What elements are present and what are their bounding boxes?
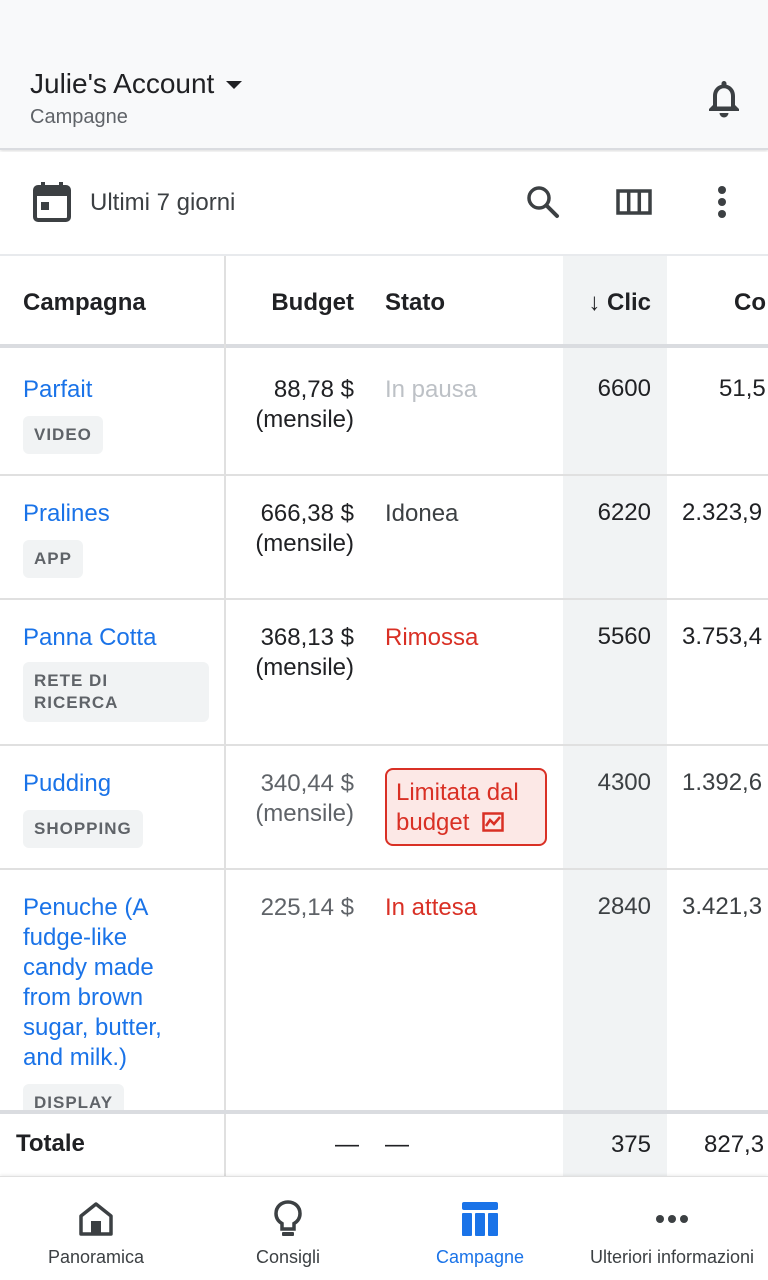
account-name[interactable]: Julie's Account [30,68,215,99]
nav-label: Consigli [255,1247,321,1267]
status-limited-badge[interactable]: Limitata dal budget [385,768,547,846]
frozen-column-divider [224,256,226,1176]
toolbar: Ultimi 7 giorni [0,152,768,256]
budget-value: 368,13 $ (mensile) [255,624,354,681]
app-header: Julie's Account Campagne [0,0,768,150]
table-row[interactable]: Parfait VIDEO 88,78 $ (mensile) In pausa… [0,352,768,476]
cost-value: 3.421,3 [682,893,763,920]
notifications-bell-icon[interactable] [702,76,746,120]
sorted-column-highlight [563,1114,667,1176]
clicks-value: 2840 [597,893,651,920]
cost-value: 1.392,6 [682,769,763,796]
campaign-name-link[interactable]: Parfait [23,376,93,403]
cost-value: 3.753,4 [682,623,763,650]
total-cost: 827,3 [704,1131,765,1158]
sorted-column-highlight [563,256,667,1174]
clicks-value: 4300 [597,769,651,796]
column-header-campaign[interactable]: Campagna [23,289,146,316]
clicks-value: 5560 [597,623,651,650]
nav-item-more[interactable]: Ulteriori informazioni [576,1177,768,1280]
table-header-row: Campagna Budget Stato ↓ Clic Co [0,256,768,348]
column-header-clicks[interactable]: ↓ Clic [588,289,651,317]
status-text: Limitata dal budget [396,779,519,836]
total-budget: — [335,1131,359,1158]
total-divider-vertical [224,1114,226,1176]
date-range-selector[interactable]: Ultimi 7 giorni [90,189,236,216]
nav-item-overview[interactable]: Panoramica [0,1177,192,1280]
campaign-type-chip: RETE DI RICERCA [23,662,209,722]
campaign-type-chip: APP [23,540,83,578]
budget-value: 225,14 $ [260,894,354,921]
table-row[interactable]: Penuche (A fudge-like candy made from br… [0,870,768,1122]
account-switcher[interactable]: Julie's Account [30,68,243,100]
columns-icon[interactable] [612,180,656,224]
nav-label: Ulteriori informazioni [589,1247,755,1267]
more-horiz-icon [650,1197,694,1241]
chart-icon [482,812,504,832]
caret-down-icon[interactable] [226,81,243,89]
status-text: Idonea [385,500,459,527]
cost-value: 2.323,9 [682,499,763,526]
search-icon[interactable] [521,180,565,224]
table-row[interactable]: Panna Cotta RETE DI RICERCA 368,13 $ (me… [0,600,768,746]
campaigns-table-icon [458,1197,502,1241]
lightbulb-icon [266,1197,310,1241]
page-subtitle: Campagne [30,106,128,128]
calendar-icon[interactable] [30,180,74,224]
column-header-cost[interactable]: Co [734,289,766,316]
campaign-name-link[interactable]: Penuche (A fudge-like candy made from br… [23,894,162,1071]
campaigns-table: Campagna Budget Stato ↓ Clic Co Parfait … [0,256,768,1176]
table-row[interactable]: Pralines APP 666,38 $ (mensile) Idonea 6… [0,476,768,600]
cost-value: 51,5 [719,375,766,402]
campaign-type-chip: SHOPPING [23,810,143,848]
status-text: In pausa [385,376,478,403]
campaign-type-chip: VIDEO [23,416,103,454]
clicks-value: 6220 [597,499,651,526]
nav-item-recommendations[interactable]: Consigli [192,1177,384,1280]
nav-label: Panoramica [47,1247,145,1267]
clicks-value: 6600 [597,375,651,402]
column-header-status[interactable]: Stato [385,289,445,316]
budget-value: 666,38 $ (mensile) [255,500,354,557]
nav-label: Campagne [435,1247,525,1267]
budget-value: 88,78 $ (mensile) [255,376,354,433]
status-text: Rimossa [385,624,479,651]
column-header-clicks-label: Clic [606,289,651,316]
totals-row: Totale — — 375 827,3 [0,1114,768,1176]
table-row[interactable]: Pudding SHOPPING 340,44 $ (mensile) Limi… [0,746,768,870]
total-clicks: 375 [610,1131,651,1158]
more-vert-icon[interactable] [700,180,744,224]
campaign-name-link[interactable]: Pudding [23,770,112,797]
bottom-navigation: Panoramica Consigli Campagne [0,1176,768,1280]
total-status: — [385,1131,409,1158]
campaign-name-link[interactable]: Pralines [23,500,110,527]
status-text: In attesa [385,894,478,921]
campaign-name-link[interactable]: Panna Cotta [23,624,157,651]
budget-value: 340,44 $ (mensile) [255,770,354,827]
total-label: Totale [16,1130,85,1157]
sort-arrow-down-icon: ↓ [588,289,601,316]
column-header-budget[interactable]: Budget [271,289,354,316]
total-divider [0,1110,768,1114]
home-icon [74,1197,118,1241]
nav-item-campaigns[interactable]: Campagne [384,1177,576,1280]
